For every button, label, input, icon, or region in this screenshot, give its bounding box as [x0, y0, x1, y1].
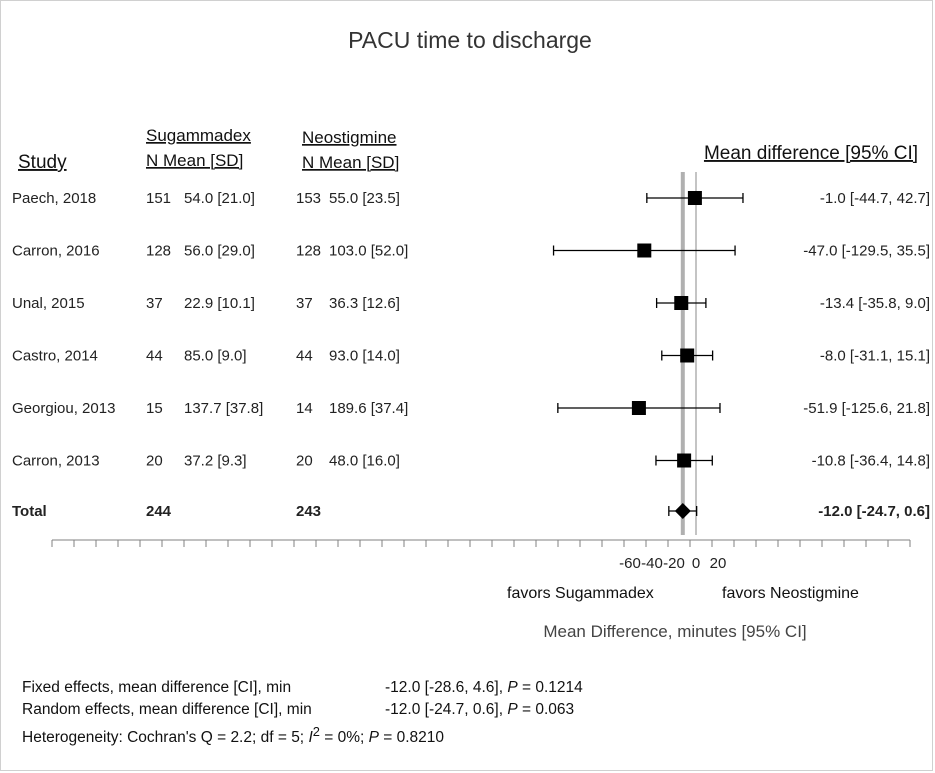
stats-p-value: = 0.1214 — [517, 679, 583, 696]
effect-marker — [677, 453, 692, 468]
effect-marker — [687, 191, 702, 205]
group1-mean-sd: 37.2 [9.3] — [184, 453, 247, 470]
stats-label: Fixed effects, mean difference [CI], min — [22, 679, 292, 696]
stats-p-value: = 0.063 — [517, 701, 575, 718]
heterogeneity-p-value: = 0.8210 — [378, 729, 445, 747]
x-tick-label: -40 — [641, 555, 663, 572]
header-study: Study — [18, 152, 67, 173]
effect-text: -51.9 [-125.6, 21.8] — [803, 400, 930, 417]
header-group2-name: Neostigmine — [302, 128, 397, 147]
group1-n: 37 — [146, 295, 163, 312]
summary-stats: Fixed effects, mean difference [CI], min… — [22, 677, 583, 749]
group1-n: 44 — [146, 348, 163, 365]
i-squared-label: I — [308, 729, 313, 747]
total-n1: 244 — [146, 503, 172, 520]
group1-n: 151 — [146, 190, 171, 207]
group1-mean-sd: 137.7 [37.8] — [184, 400, 263, 417]
heterogeneity-p-label: P — [368, 729, 379, 747]
study-name: Carron, 2013 — [12, 453, 100, 470]
stats-row-fixed: Fixed effects, mean difference [CI], min… — [22, 677, 583, 699]
heterogeneity-text: = 0%; — [319, 729, 369, 747]
total-effect-text: -12.0 [-24.7, 0.6] — [818, 503, 930, 520]
x-tick-label: 20 — [710, 555, 727, 572]
study-name: Castro, 2014 — [12, 348, 98, 365]
x-axis: -60 -40 -20 0 20 — [51, 539, 911, 572]
heterogeneity-row: Heterogeneity: Cochran's Q = 2.2; df = 5… — [22, 721, 583, 749]
group2-n: 44 — [296, 348, 313, 365]
effect-marker — [637, 243, 652, 258]
effect-text: -8.0 [-31.1, 15.1] — [820, 348, 930, 365]
favors-left-label: favors Sugammadex — [507, 585, 654, 602]
header-group2-sub: N Mean [SD] — [302, 153, 399, 172]
study-name: Georgiou, 2013 — [12, 400, 115, 417]
effect-marker — [680, 348, 695, 363]
header-effect: Mean difference [95% CI] — [704, 143, 918, 164]
x-tick-label: -20 — [663, 555, 685, 572]
group2-mean-sd: 48.0 [16.0] — [329, 453, 400, 470]
group1-mean-sd: 85.0 [9.0] — [184, 348, 247, 365]
effect-text: -47.0 [-129.5, 35.5] — [803, 243, 930, 260]
group1-n: 20 — [146, 453, 163, 470]
group1-mean-sd: 56.0 [29.0] — [184, 243, 255, 260]
study-name: Paech, 2018 — [12, 190, 96, 207]
total-diamond — [674, 503, 691, 519]
x-axis-label: Mean Difference, minutes [95% CI] — [543, 622, 806, 641]
stats-value: -12.0 [-24.7, 0.6], — [385, 701, 508, 718]
stats-p-label: P — [507, 701, 518, 718]
stats-value: -12.0 [-28.6, 4.6], — [385, 679, 508, 696]
effect-text: -10.8 [-36.4, 14.8] — [812, 453, 930, 470]
group2-mean-sd: 189.6 [37.4] — [329, 400, 408, 417]
x-tick-label: 0 — [692, 555, 700, 572]
effect-text: -13.4 [-35.8, 9.0] — [820, 295, 930, 312]
group2-mean-sd: 55.0 [23.5] — [329, 190, 400, 207]
group1-n: 128 — [146, 243, 171, 260]
stats-p-label: P — [507, 679, 518, 696]
group2-n: 14 — [296, 400, 313, 417]
stats-row-random: Random effects, mean difference [CI], mi… — [22, 699, 583, 721]
total-n2: 243 — [296, 503, 321, 520]
heterogeneity-text: Heterogeneity: Cochran's Q = 2.2; df = 5… — [22, 729, 309, 747]
effect-text: -1.0 [-44.7, 42.7] — [820, 190, 930, 207]
favors-right-label: favors Neostigmine — [722, 585, 859, 602]
effect-marker — [674, 296, 689, 310]
group2-n: 153 — [296, 190, 321, 207]
x-tick-label: -60 — [619, 555, 641, 572]
group1-n: 15 — [146, 400, 163, 417]
study-name: Carron, 2016 — [12, 243, 100, 260]
group1-mean-sd: 54.0 [21.0] — [184, 190, 255, 207]
group2-n: 128 — [296, 243, 321, 260]
group2-n: 20 — [296, 453, 313, 470]
group2-mean-sd: 36.3 [12.6] — [329, 295, 400, 312]
header-group1-sub: N Mean [SD] — [146, 151, 243, 170]
group1-mean-sd: 22.9 [10.1] — [184, 295, 255, 312]
effect-marker — [631, 401, 646, 415]
i-squared-sup: 2 — [312, 724, 320, 739]
group2-mean-sd: 103.0 [52.0] — [329, 243, 408, 260]
study-name: Unal, 2015 — [12, 295, 85, 312]
study-rows: Paech, 2018 151 54.0 [21.0] 153 55.0 [23.5] -… — [12, 190, 930, 520]
group2-mean-sd: 93.0 [14.0] — [329, 348, 400, 365]
chart-title: PACU time to discharge — [348, 27, 592, 53]
group2-n: 37 — [296, 295, 313, 312]
stats-label: Random effects, mean difference [CI], mi… — [22, 701, 312, 718]
forest-marks — [552, 172, 744, 535]
total-label: Total — [12, 503, 47, 520]
header-group1-name: Sugammadex — [146, 126, 251, 145]
